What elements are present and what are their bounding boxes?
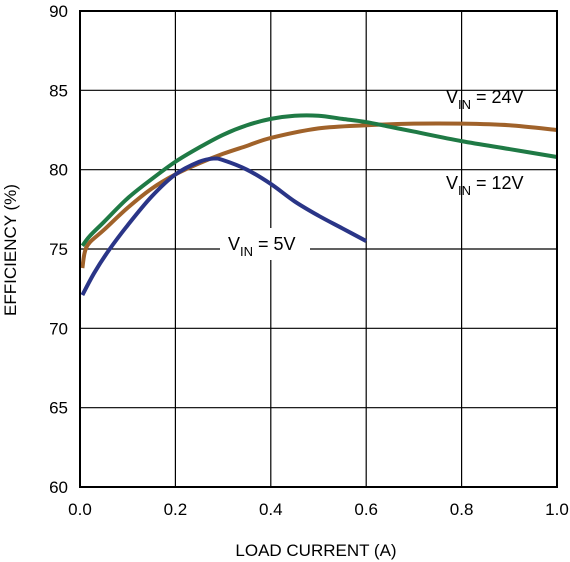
x-axis-title: LOAD CURRENT (A)	[235, 541, 396, 560]
series-line-vin-12v	[80, 121, 558, 269]
x-tick-label: 0.2	[164, 500, 188, 519]
series-label-5v-bg	[220, 228, 310, 260]
series-line-vin-5v	[80, 156, 368, 296]
y-tick-label: 60	[49, 478, 68, 497]
x-tick-label: 0.0	[68, 500, 92, 519]
series-line-vin-24v	[80, 113, 558, 248]
y-axis-title: EFFICIENCY (%)	[1, 184, 20, 316]
x-tick-label: 1.0	[545, 500, 569, 519]
x-tick-labels: 0.0 0.2 0.4 0.6 0.8 1.0	[68, 500, 569, 519]
series-lines	[80, 113, 558, 296]
y-tick-label: 80	[49, 161, 68, 180]
plot-frame	[79, 10, 558, 488]
series-label-5v: VIN = 5V	[228, 234, 296, 259]
y-tick-label: 75	[49, 240, 68, 259]
y-tick-labels: 60 65 70 75 80 85 90	[49, 2, 68, 497]
x-tick-label: 0.6	[354, 500, 378, 519]
y-tick-label: 65	[49, 399, 68, 418]
y-tick-label: 70	[49, 319, 68, 338]
y-tick-label: 90	[49, 2, 68, 21]
x-tick-label: 0.4	[259, 500, 283, 519]
grid	[79, 10, 558, 488]
series-label-12v: VIN = 12V	[446, 173, 524, 198]
y-tick-label: 85	[49, 81, 68, 100]
x-tick-label: 0.8	[450, 500, 474, 519]
series-label-24v: VIN = 24V	[446, 87, 524, 112]
